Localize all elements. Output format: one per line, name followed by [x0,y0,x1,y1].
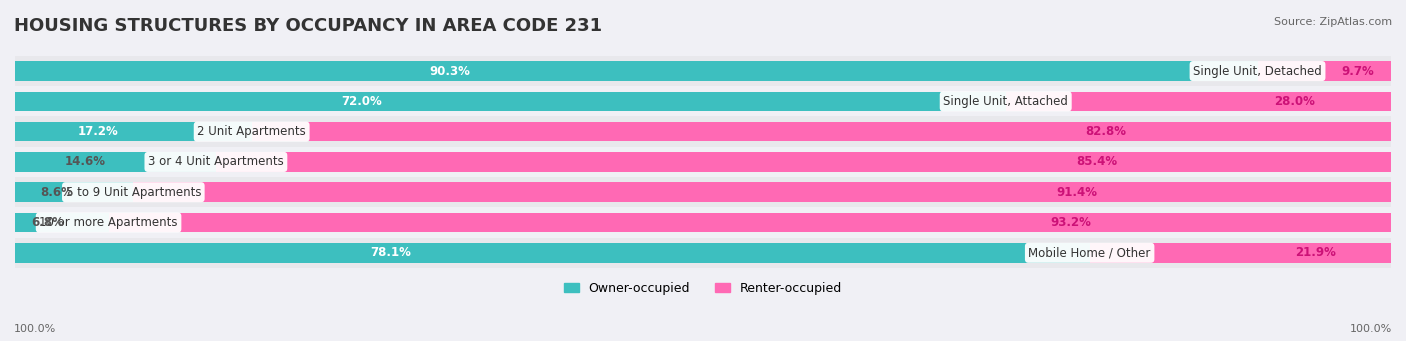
Text: 21.9%: 21.9% [1295,246,1336,259]
Bar [15,91,1005,111]
Bar [15,61,1257,81]
Text: 9.7%: 9.7% [1341,64,1374,77]
Text: 3 or 4 Unit Apartments: 3 or 4 Unit Apartments [148,155,284,168]
Bar [15,56,1391,86]
Bar [15,213,108,232]
Bar [252,122,1391,142]
Bar [15,177,1391,207]
Bar [217,152,1391,172]
Bar [15,207,1391,238]
Text: 72.0%: 72.0% [342,95,382,108]
Text: 6.8%: 6.8% [31,216,65,229]
Bar [15,147,1391,177]
Bar [108,213,1391,232]
Text: Mobile Home / Other: Mobile Home / Other [1028,246,1152,259]
Text: Single Unit, Attached: Single Unit, Attached [943,95,1069,108]
Text: 93.2%: 93.2% [1050,216,1091,229]
Text: 2 Unit Apartments: 2 Unit Apartments [197,125,307,138]
Bar [15,243,1090,263]
Bar [15,152,217,172]
Legend: Owner-occupied, Renter-occupied: Owner-occupied, Renter-occupied [558,277,848,300]
Text: HOUSING STRUCTURES BY OCCUPANCY IN AREA CODE 231: HOUSING STRUCTURES BY OCCUPANCY IN AREA … [14,17,602,35]
Text: 17.2%: 17.2% [77,125,118,138]
Bar [134,182,1391,202]
Text: 14.6%: 14.6% [65,155,105,168]
Text: 85.4%: 85.4% [1077,155,1118,168]
Text: Source: ZipAtlas.com: Source: ZipAtlas.com [1274,17,1392,27]
Text: 8.6%: 8.6% [39,186,73,199]
Bar [15,182,134,202]
Text: 78.1%: 78.1% [371,246,412,259]
Text: 28.0%: 28.0% [1274,95,1315,108]
Bar [1257,61,1391,81]
Text: Single Unit, Detached: Single Unit, Detached [1194,64,1322,77]
Text: 90.3%: 90.3% [429,64,471,77]
Bar [15,117,1391,147]
Text: 100.0%: 100.0% [1350,324,1392,334]
Bar [1005,91,1391,111]
Text: 100.0%: 100.0% [14,324,56,334]
Bar [1090,243,1391,263]
Bar [15,86,1391,117]
Text: 5 to 9 Unit Apartments: 5 to 9 Unit Apartments [66,186,201,199]
Bar [15,238,1391,268]
Text: 82.8%: 82.8% [1085,125,1126,138]
Text: 91.4%: 91.4% [1056,186,1097,199]
Bar [15,122,252,142]
Text: 10 or more Apartments: 10 or more Apartments [39,216,177,229]
